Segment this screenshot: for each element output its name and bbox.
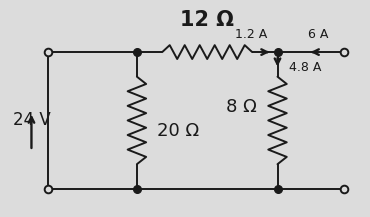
Text: 8 Ω: 8 Ω	[226, 99, 257, 116]
Text: 1.2 A: 1.2 A	[235, 28, 268, 41]
Text: 4.8 A: 4.8 A	[289, 61, 321, 74]
Text: 12 Ω: 12 Ω	[180, 10, 234, 30]
Text: 6 A: 6 A	[308, 28, 329, 41]
Text: 24 V: 24 V	[13, 112, 51, 129]
Text: 20 Ω: 20 Ω	[157, 122, 199, 140]
